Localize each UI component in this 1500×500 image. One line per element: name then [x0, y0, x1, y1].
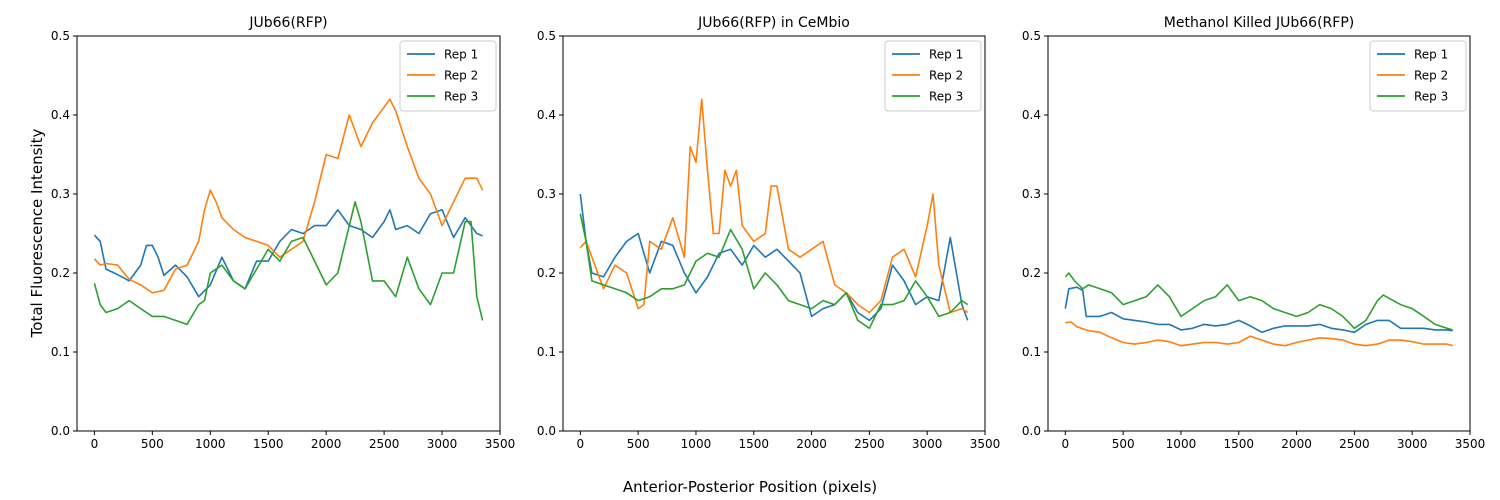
y-tick-label: 0.5: [1022, 29, 1041, 43]
y-tick-label: 0.0: [537, 424, 556, 438]
plot-frame: [1047, 35, 1471, 432]
y-tick-label: 0.1: [537, 345, 556, 359]
y-tick-label: 0.4: [51, 108, 70, 122]
x-tick-label: 3500: [485, 437, 516, 451]
x-tick-label: 1000: [681, 437, 712, 451]
x-axis-label: Anterior-Posterior Position (pixels): [623, 478, 877, 496]
x-tick-label: 2000: [311, 437, 342, 451]
x-tick-label: 0: [1062, 437, 1070, 451]
x-tick-label: 1500: [253, 437, 284, 451]
x-tick-label: 500: [1112, 437, 1135, 451]
legend-box: [399, 40, 497, 112]
legend-box: [884, 40, 982, 112]
y-tick-label: 0.2: [537, 266, 556, 280]
y-tick-label: 0.0: [51, 424, 70, 438]
plot-frame: [562, 35, 986, 432]
x-tick-label: 3000: [1397, 437, 1428, 451]
y-tick-label: 0.2: [1022, 266, 1041, 280]
y-tick-label: 0.5: [51, 29, 70, 43]
series-line-1: [579, 193, 969, 322]
series-line-2: [579, 98, 969, 314]
chart-panel-2: JUb66(RFP) in CeMbio 0 500 1000 1500 2000 2500…: [537, 15, 1000, 451]
y-tick-label: 0.3: [51, 187, 70, 201]
x-tick-label: 1500: [1223, 437, 1254, 451]
y-tick-label: 0.1: [1022, 345, 1041, 359]
series-line-1: [1064, 286, 1453, 334]
y-tick-label: 0.4: [537, 108, 556, 122]
y-axis-label: Total Fluorescence Intensity: [28, 129, 46, 339]
x-tick-label: 2000: [796, 437, 827, 451]
legend-label-2: Rep 2: [1414, 69, 1448, 83]
series-lines: [1064, 272, 1453, 347]
legend-label-3: Rep 3: [1414, 90, 1448, 104]
y-tick-label: 0.1: [51, 345, 70, 359]
chart-panels: JUb66(RFP) 0 500 1000 1500 2000 2500 3000 3500 0.…: [51, 15, 1485, 451]
x-tick-label: 0: [577, 437, 585, 451]
legend-label-2: Rep 2: [929, 69, 963, 83]
series-line-3: [579, 213, 969, 330]
x-tick-label: 3500: [1455, 437, 1486, 451]
legend-label-3: Rep 3: [929, 90, 963, 104]
series-line-2: [93, 98, 484, 294]
chart-title: JUb66(RFP): [248, 15, 327, 31]
series-line-2: [1065, 321, 1453, 347]
series-lines: [579, 98, 969, 330]
x-tick-label: 0: [91, 437, 99, 451]
chart-panel-1: JUb66(RFP) 0 500 1000 1500 2000 2500 3000 3500 0.…: [51, 15, 515, 451]
x-tick-label: 1000: [1166, 437, 1197, 451]
y-tick-label: 0.4: [1022, 108, 1041, 122]
x-tick-label: 3000: [427, 437, 458, 451]
plot-frame: [76, 35, 501, 432]
x-tick-label: 3500: [970, 437, 1001, 451]
x-tick-label: 500: [141, 437, 164, 451]
y-tick-label: 0.5: [537, 29, 556, 43]
legend-label-2: Rep 2: [444, 69, 478, 83]
chart-panel-3: Methanol Killed JUb66(RFP) 0 500 1000 1500 20…: [1022, 15, 1485, 451]
x-tick-label: 2500: [854, 437, 885, 451]
x-tick-label: 1000: [195, 437, 226, 451]
legend-label-1: Rep 1: [444, 48, 478, 62]
y-tick-label: 0.2: [51, 266, 70, 280]
x-tick-label: 3000: [912, 437, 943, 451]
series-line-3: [93, 201, 484, 326]
series-line-1: [93, 209, 483, 298]
x-tick-label: 2000: [1281, 437, 1312, 451]
legend-label-3: Rep 3: [444, 90, 478, 104]
x-tick-label: 2500: [1339, 437, 1370, 451]
legend-label-1: Rep 1: [1414, 48, 1448, 62]
y-tick-label: 0.3: [1022, 187, 1041, 201]
chart-title: Methanol Killed JUb66(RFP): [1164, 15, 1354, 31]
x-tick-label: 500: [627, 437, 650, 451]
x-tick-label: 2500: [369, 437, 400, 451]
y-tick-label: 0.3: [537, 187, 556, 201]
series-lines: [93, 98, 484, 326]
chart-title: JUb66(RFP) in CeMbio: [697, 15, 850, 31]
legend-label-1: Rep 1: [929, 48, 963, 62]
series-line-3: [1064, 272, 1453, 331]
y-tick-label: 0.0: [1022, 424, 1041, 438]
x-tick-label: 1500: [738, 437, 769, 451]
legend-box: [1369, 40, 1467, 112]
